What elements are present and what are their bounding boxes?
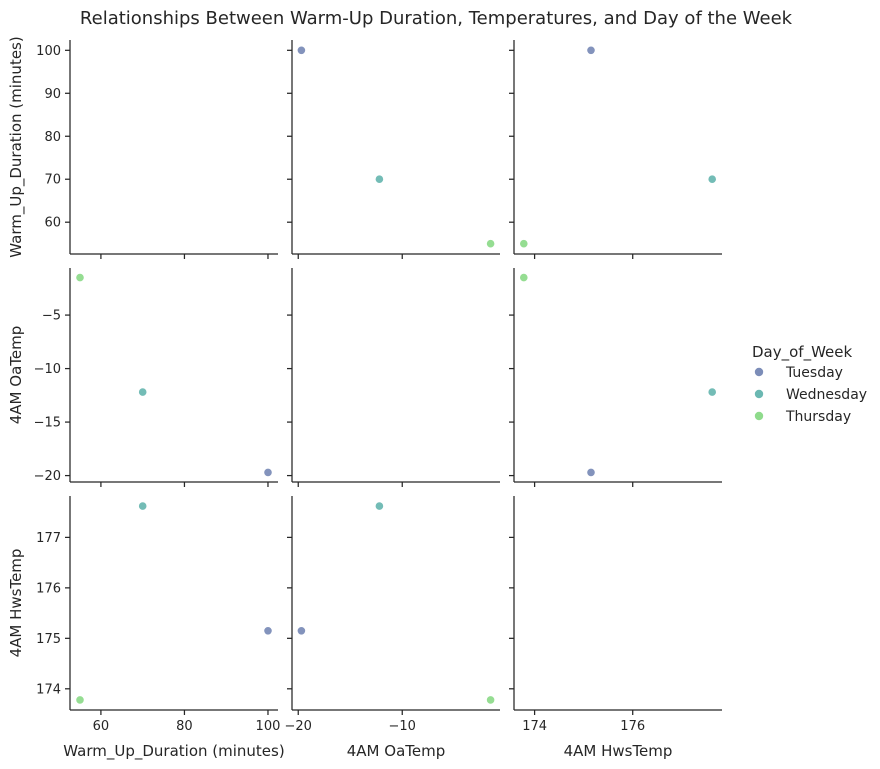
point-thursday [519,272,529,283]
point-thursday [485,239,496,249]
point-tuesday [586,45,596,55]
point-tuesday [263,467,273,477]
panel-r2-c1: −20 −10 [285,496,500,734]
point-tuesday [586,467,596,477]
x-tick-label: 100 [256,719,281,734]
x-axis-label: Warm_Up_Duration (minutes) [63,742,284,761]
point-thursday [75,272,85,283]
y-tick-label: 177 [36,531,61,546]
point-tuesday [263,626,273,636]
y-axis-label: 4AM HwsTemp [7,549,25,658]
point-thursday [519,239,529,249]
chart-title: Relationships Between Warm-Up Duration, … [80,8,793,29]
y-tick-label: −10 [34,362,61,377]
point-wednesday [707,174,717,184]
panel-r2-c0: 174 175 176 177 60 80 100 [36,496,280,734]
x-tick-label: 60 [93,719,110,734]
panel-r2-c2: 174 176 [509,496,722,734]
legend: Day_of_Week Tuesday Wednesday Thursday [752,343,867,425]
y-tick-label: 174 [36,682,61,697]
y-tick-label: −20 [34,469,61,484]
panel-r0-c0: 60 70 80 90 100 [36,40,278,259]
legend-label-tuesday: Tuesday [785,365,843,381]
panel-r1-c2 [509,268,722,487]
legend-marker-wednesday [754,389,764,399]
point-wednesday [374,501,384,511]
x-tick-label: 174 [522,719,547,734]
y-axis-label: Warm_Up_Duration (minutes) [7,36,26,257]
y-tick-label: 60 [44,216,61,231]
x-tick-label: 80 [176,719,193,734]
point-tuesday [296,626,306,636]
legend-marker-tuesday [754,367,764,377]
y-axis-label: 4AM OaTemp [7,326,25,425]
y-tick-label: 80 [44,130,61,145]
panel-r0-c1 [287,40,500,259]
legend-title: Day_of_Week [752,343,852,362]
x-tick-label: −10 [389,719,416,734]
x-axis-label: 4AM HwsTemp [564,742,673,760]
point-wednesday [707,387,717,397]
point-thursday [485,695,496,705]
y-tick-label: 90 [44,87,61,102]
y-tick-label: −5 [42,309,61,324]
panel-grid: 60 70 80 90 100 −20 −15 −10 −5 174 175 176 177 60 80 10… [7,36,722,761]
x-axis-label: 4AM OaTemp [347,742,446,760]
point-wednesday [138,387,148,397]
point-tuesday [296,45,306,55]
point-thursday [75,695,85,705]
point-wednesday [374,174,384,184]
legend-marker-thursday [754,411,764,421]
x-tick-label: 176 [620,719,645,734]
panel-r1-c1 [287,268,500,487]
legend-label-thursday: Thursday [785,409,851,425]
y-tick-label: 175 [36,632,61,647]
point-wednesday [138,501,148,511]
y-tick-label: 176 [36,581,61,596]
panel-r1-c0: −20 −15 −10 −5 [34,268,278,487]
x-tick-label: −20 [285,719,312,734]
legend-label-wednesday: Wednesday [786,387,867,403]
y-tick-label: −15 [34,416,61,431]
y-tick-label: 70 [44,173,61,188]
y-tick-label: 100 [36,44,61,59]
panel-r0-c2 [509,40,722,259]
